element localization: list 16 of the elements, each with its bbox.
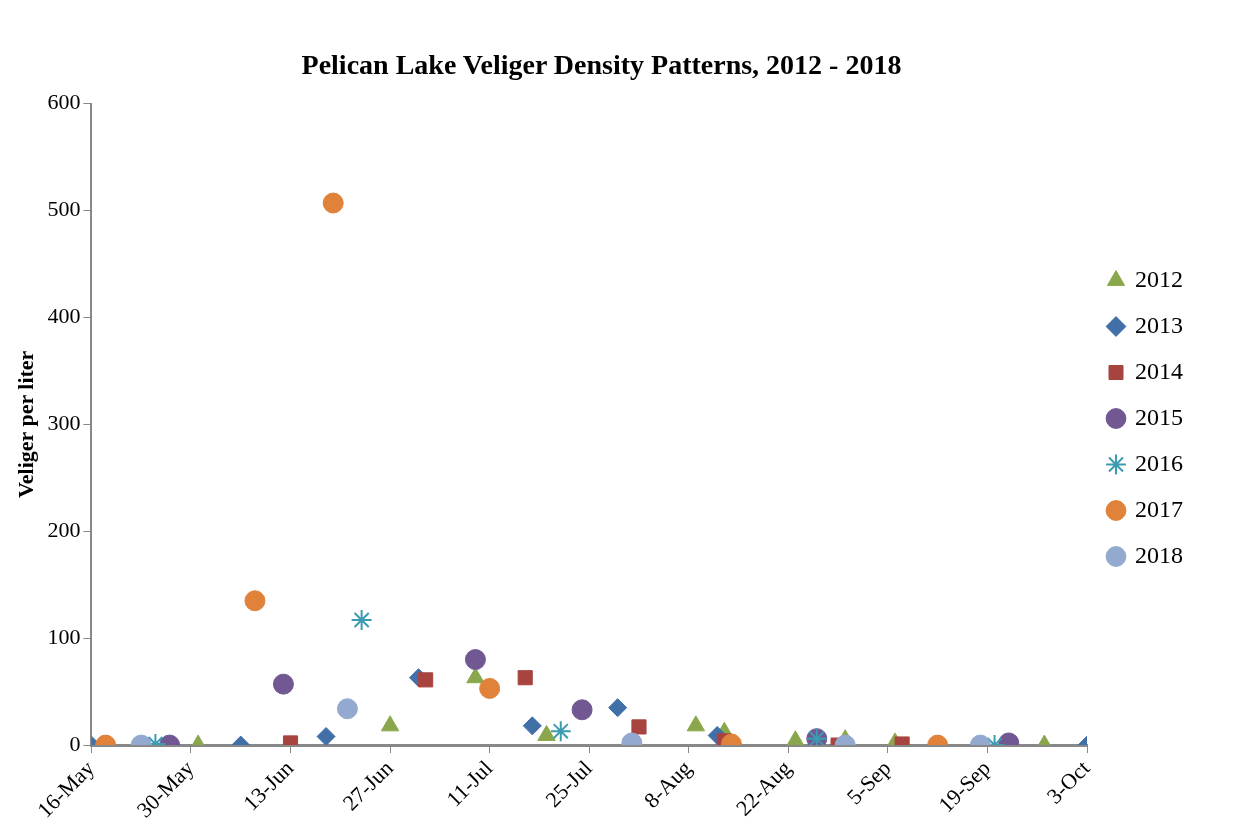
y-tick-label: 300 [47,410,81,436]
legend-label: 2015 [1135,403,1183,430]
legend-label: 2014 [1135,357,1183,384]
legend-label: 2016 [1135,449,1183,476]
legend-label: 2018 [1135,541,1183,568]
legend-label: 2012 [1135,265,1183,292]
y-tick-label: 600 [47,89,81,115]
y-tick-label: 400 [47,303,81,329]
legend-label: 2013 [1135,311,1183,338]
y-tick-label: 500 [47,196,81,222]
y-tick-label: 200 [47,517,81,543]
chart-title: Pelican Lake Veliger Density Patterns, 2012 - 2018 [301,49,902,81]
legend-label: 2017 [1135,495,1183,522]
y-tick-label: 100 [47,623,81,649]
y-tick-label: 0 [69,730,81,756]
y-axis-title: Veliger per liter [12,350,38,499]
